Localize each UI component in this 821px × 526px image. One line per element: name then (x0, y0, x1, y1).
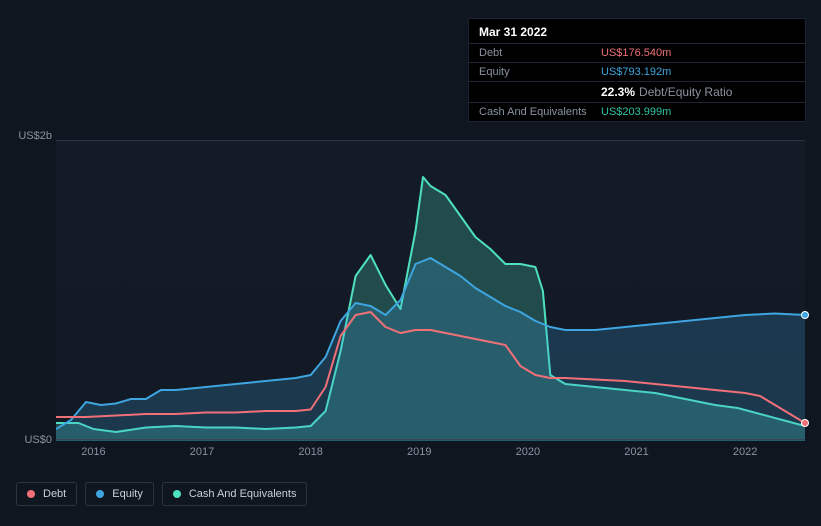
legend-item-cash[interactable]: Cash And Equivalents (162, 482, 308, 506)
tooltip-label: Debt (479, 47, 601, 59)
legend-dot (173, 490, 181, 498)
series-line-equity (56, 258, 805, 429)
series-line-cash-and-equivalents (56, 177, 805, 432)
legend: Debt Equity Cash And Equivalents (16, 482, 307, 506)
legend-label: Cash And Equivalents (189, 488, 297, 500)
series-marker (801, 311, 809, 319)
tooltip-row-debt: Debt US$176.540m (469, 43, 805, 62)
y-axis-label-bottom: US$0 (16, 434, 52, 446)
tooltip-row-cash: Cash And Equivalents US$203.999m (469, 102, 805, 121)
x-axis-label: 2018 (298, 446, 322, 458)
tooltip-row-equity: Equity US$793.192m (469, 62, 805, 81)
legend-dot (96, 490, 104, 498)
plot-area[interactable] (56, 140, 805, 440)
x-axis-label: 2019 (407, 446, 431, 458)
tooltip-row-ratio: 22.3% Debt/Equity Ratio (469, 81, 805, 102)
series-fill-equity (56, 258, 805, 441)
legend-label: Debt (43, 488, 66, 500)
x-axis-label: 2016 (81, 446, 105, 458)
tooltip-value: US$203.999m (601, 106, 671, 118)
legend-item-equity[interactable]: Equity (85, 482, 154, 506)
x-axis-label: 2022 (733, 446, 757, 458)
legend-dot (27, 490, 35, 498)
chart-tooltip: Mar 31 2022 Debt US$176.540m Equity US$7… (468, 18, 806, 122)
baseline (56, 439, 805, 440)
x-axis-label: 2017 (190, 446, 214, 458)
series-line-debt (56, 312, 805, 423)
ratio-value: 22.3% (601, 85, 635, 99)
tooltip-value: US$793.192m (601, 66, 671, 78)
tooltip-label: Equity (479, 66, 601, 78)
y-axis-label-top: US$2b (16, 130, 52, 142)
tooltip-value: US$176.540m (601, 47, 671, 59)
x-axis-label: 2020 (516, 446, 540, 458)
series-marker (801, 419, 809, 427)
series-fill-cash-and-equivalents (56, 177, 805, 441)
x-axis: 2016 2017 2018 2019 2020 2021 2022 (56, 446, 805, 466)
chart-svg (56, 141, 805, 441)
ratio-label: Debt/Equity Ratio (639, 85, 732, 99)
x-axis-label: 2021 (624, 446, 648, 458)
legend-item-debt[interactable]: Debt (16, 482, 77, 506)
area-chart[interactable]: US$2b US$0 2016201720182019202020212022 (16, 140, 805, 440)
tooltip-label: Cash And Equivalents (479, 106, 601, 118)
tooltip-date: Mar 31 2022 (469, 19, 805, 43)
legend-label: Equity (112, 488, 143, 500)
